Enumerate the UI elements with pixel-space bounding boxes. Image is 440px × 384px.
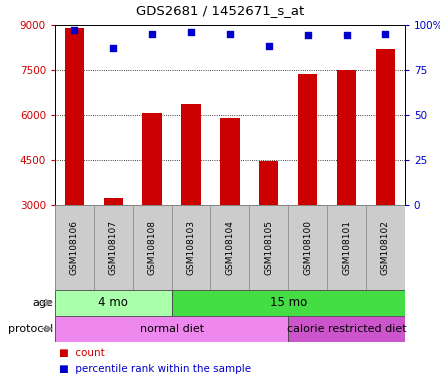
Bar — [337, 70, 356, 205]
Bar — [172, 205, 210, 290]
Bar — [366, 205, 405, 290]
Text: GSM108105: GSM108105 — [264, 220, 273, 275]
Point — [304, 32, 311, 38]
Bar — [249, 205, 288, 290]
Bar — [288, 316, 405, 342]
Bar — [376, 49, 395, 205]
Text: GSM108102: GSM108102 — [381, 220, 390, 275]
Text: 15 mo: 15 mo — [270, 296, 307, 309]
Bar — [143, 113, 162, 205]
Point — [265, 43, 272, 49]
Text: GSM108106: GSM108106 — [70, 220, 79, 275]
Bar — [298, 74, 317, 205]
Text: 4 mo: 4 mo — [99, 296, 128, 309]
Point — [110, 45, 117, 51]
Bar — [210, 205, 249, 290]
Bar — [55, 316, 288, 342]
Bar — [133, 205, 172, 290]
Text: calorie restricted diet: calorie restricted diet — [287, 324, 406, 334]
Bar — [94, 205, 133, 290]
Text: protocol: protocol — [7, 324, 53, 334]
Text: age: age — [32, 298, 53, 308]
Bar — [327, 205, 366, 290]
Bar — [259, 161, 279, 205]
Text: GSM108107: GSM108107 — [109, 220, 118, 275]
Text: GSM108103: GSM108103 — [187, 220, 195, 275]
Text: GSM108108: GSM108108 — [148, 220, 157, 275]
Bar — [172, 290, 405, 316]
Bar — [55, 205, 94, 290]
Bar — [220, 118, 240, 205]
Point — [71, 27, 78, 33]
Point — [382, 31, 389, 37]
Text: GSM108104: GSM108104 — [225, 220, 235, 275]
Text: GDS2681 / 1452671_s_at: GDS2681 / 1452671_s_at — [136, 4, 304, 17]
Point — [227, 31, 234, 37]
Bar — [288, 205, 327, 290]
Bar — [181, 104, 201, 205]
Bar — [55, 290, 172, 316]
Text: GSM108100: GSM108100 — [303, 220, 312, 275]
Text: GSM108101: GSM108101 — [342, 220, 351, 275]
Point — [343, 32, 350, 38]
Text: normal diet: normal diet — [139, 324, 204, 334]
Bar — [103, 197, 123, 205]
Text: ■  count: ■ count — [59, 348, 105, 358]
Text: ■  percentile rank within the sample: ■ percentile rank within the sample — [59, 364, 252, 374]
Bar — [65, 28, 84, 205]
Point — [187, 29, 194, 35]
Point — [149, 31, 156, 37]
